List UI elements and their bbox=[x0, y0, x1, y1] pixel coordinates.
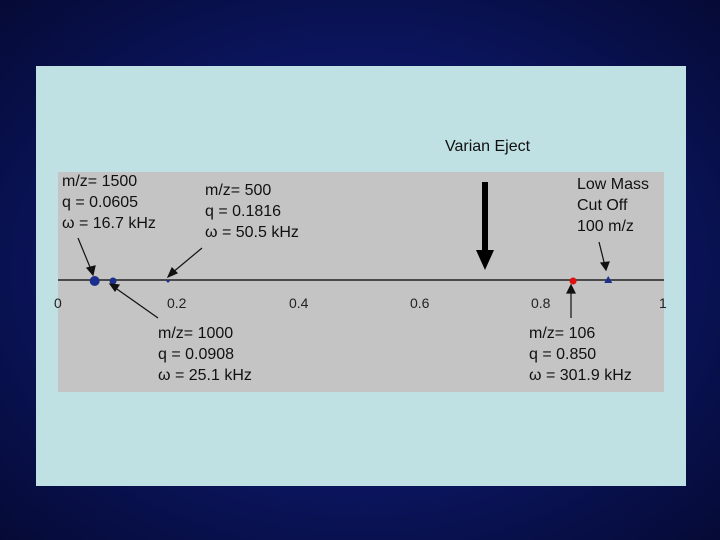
arrow-1000 bbox=[113, 286, 159, 319]
tick-label: 0.8 bbox=[531, 295, 551, 311]
arrow-106-head bbox=[566, 283, 576, 294]
ion-1000-q: q = 0.0908 bbox=[158, 346, 235, 363]
ion-marker-3 bbox=[569, 277, 577, 285]
ion-1500-q: q = 0.0605 bbox=[62, 194, 139, 211]
ion-1500-freq: ω = 16.7 kHz bbox=[62, 215, 156, 232]
tick-label: 0.6 bbox=[410, 295, 430, 311]
ion-marker-2 bbox=[166, 279, 170, 283]
ion-106-mz: m/z= 106 bbox=[529, 325, 596, 342]
ion-markers bbox=[89, 276, 613, 286]
eject-label: Varian Eject bbox=[445, 138, 531, 155]
cutoff-label: Low Mass Cut Off 100 m/z bbox=[577, 174, 649, 237]
cutoff-line-1: Low Mass bbox=[577, 176, 650, 193]
ion-marker-0 bbox=[89, 276, 100, 286]
cutoff-line-3: 100 m/z bbox=[577, 218, 634, 235]
ion-106-q: q = 0.850 bbox=[529, 346, 597, 363]
eject-arrow bbox=[476, 182, 494, 270]
arrow-500-head bbox=[166, 266, 179, 279]
tick-label: 0.2 bbox=[167, 295, 187, 311]
ion-106-freq: ω = 301.9 kHz bbox=[529, 367, 632, 384]
ion-1500-mz: m/z= 1500 bbox=[62, 173, 138, 190]
ion-500-freq: ω = 50.5 kHz bbox=[205, 224, 299, 241]
plot-area bbox=[58, 172, 664, 392]
arrow-500 bbox=[171, 247, 203, 274]
arrow-cutoff bbox=[598, 241, 606, 267]
ion-1000-label: m/z= 1000 q = 0.0908 ω = 25.1 kHz bbox=[158, 323, 252, 386]
arrow-1000-head bbox=[108, 283, 121, 293]
tick-label: 1 bbox=[659, 295, 667, 311]
ion-500-mz: m/z= 500 bbox=[205, 182, 272, 199]
ion-500-label: m/z= 500 q = 0.1816 ω = 50.5 kHz bbox=[205, 180, 299, 243]
cutoff-line-2: Cut Off bbox=[577, 197, 628, 214]
arrow-1500 bbox=[77, 237, 93, 273]
tick-label: 0 bbox=[54, 295, 62, 311]
eject-arrow-head bbox=[476, 250, 494, 270]
ion-1000-freq: ω = 25.1 kHz bbox=[158, 367, 252, 384]
ion-marker-1 bbox=[109, 277, 117, 285]
eject-arrow-shaft bbox=[482, 182, 488, 252]
callout-arrows bbox=[77, 237, 610, 319]
ion-1000-mz: m/z= 1000 bbox=[158, 325, 234, 342]
arrow-cutoff-head bbox=[599, 261, 610, 272]
ion-marker-4 bbox=[604, 276, 613, 283]
ion-106-label: m/z= 106 q = 0.850 ω = 301.9 kHz bbox=[529, 323, 632, 386]
arrow-1500-head bbox=[85, 265, 96, 277]
tick-label: 0.4 bbox=[289, 295, 309, 311]
ion-1500-label: m/z= 1500 q = 0.0605 ω = 16.7 kHz bbox=[62, 171, 156, 234]
ion-500-q: q = 0.1816 bbox=[205, 203, 282, 220]
